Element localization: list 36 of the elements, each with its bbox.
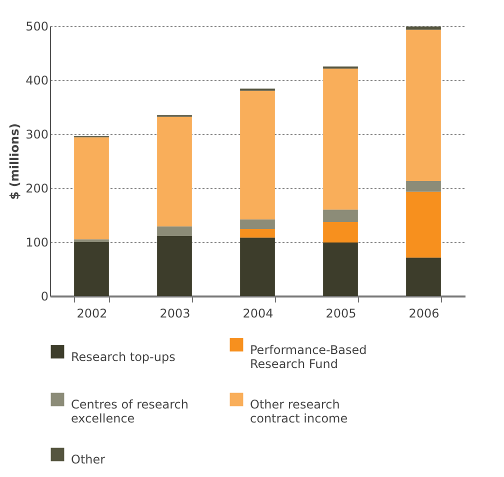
bar: [323, 68, 358, 210]
bar: [240, 219, 275, 230]
y-axis-title: $ (millions): [8, 123, 22, 200]
bar: [74, 239, 109, 242]
bar: [74, 242, 109, 296]
bar: [240, 90, 275, 220]
bar: [240, 229, 275, 238]
bar: [406, 30, 441, 181]
x-tick-label: 2003: [160, 306, 190, 320]
y-tick-label: 500: [26, 20, 48, 34]
bar: [240, 238, 275, 296]
legend-label: Performance-Based Research Fund: [250, 342, 367, 371]
y-tick-label: 0: [40, 290, 48, 304]
x-tick-label: 2005: [326, 306, 356, 320]
legend-label: Other: [71, 452, 106, 466]
x-tick-label: 2002: [76, 306, 108, 320]
bar: [406, 192, 441, 258]
bar: [157, 116, 192, 226]
y-tick-label: 200: [26, 182, 48, 196]
bar: [406, 26, 441, 30]
y-tick-label: 100: [26, 236, 48, 250]
bar: [406, 180, 441, 192]
bar: [74, 137, 109, 240]
bar: [157, 236, 192, 296]
legend-label: Centres of research excellence: [71, 398, 188, 426]
bar: [323, 222, 358, 243]
bar: [157, 226, 192, 236]
legend-label: Other research contract income: [250, 398, 348, 426]
bar: [323, 210, 358, 222]
x-tick-label: 2004: [242, 306, 274, 320]
x-tick-label: 2006: [408, 306, 440, 320]
bar: [323, 242, 358, 296]
y-tick-label: 400: [26, 74, 48, 88]
y-tick-label: 300: [26, 128, 48, 142]
bar: [406, 258, 441, 296]
legend-label: Research top-ups: [71, 350, 176, 364]
